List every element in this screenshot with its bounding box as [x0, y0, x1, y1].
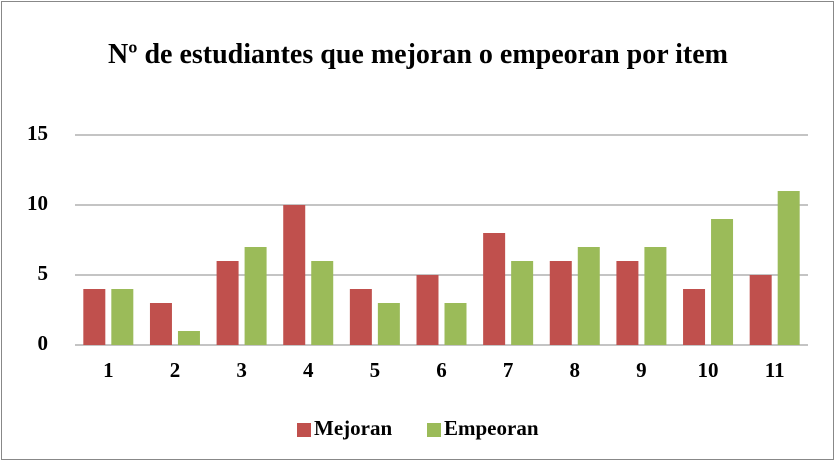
bar — [349, 289, 372, 345]
bar — [283, 205, 306, 345]
bar — [683, 289, 706, 345]
bar — [149, 303, 172, 345]
x-tick-label: 3 — [236, 358, 247, 382]
x-tick-label: 1 — [103, 358, 114, 382]
bar — [377, 303, 400, 345]
bar — [511, 261, 534, 345]
chart-title: Nº de estudiantes que mejoran o empeoran… — [107, 39, 728, 70]
x-tick-label: 5 — [370, 358, 381, 382]
bar — [177, 331, 200, 345]
x-tick-label: 10 — [698, 358, 719, 382]
legend-swatch — [297, 423, 311, 437]
bar — [444, 303, 467, 345]
bar — [111, 289, 134, 345]
legend-swatch — [427, 423, 441, 437]
legend-label: Mejoran — [314, 416, 392, 440]
bar — [749, 275, 772, 345]
x-tick-label: 9 — [636, 358, 647, 382]
x-tick-label: 11 — [765, 358, 785, 382]
x-tick-label: 2 — [170, 358, 181, 382]
bar — [777, 191, 800, 345]
y-tick-label: 10 — [27, 191, 48, 215]
y-tick-label: 0 — [38, 331, 49, 355]
legend-label: Empeoran — [444, 416, 539, 440]
bar — [311, 261, 334, 345]
bar — [483, 233, 506, 345]
y-tick-label: 5 — [38, 261, 49, 285]
bar — [549, 261, 572, 345]
bar — [216, 261, 239, 345]
bar — [83, 289, 106, 345]
y-tick-label: 15 — [27, 121, 48, 145]
x-tick-label: 7 — [503, 358, 514, 382]
bar — [711, 219, 734, 345]
bar — [244, 247, 267, 345]
x-tick-label: 6 — [436, 358, 447, 382]
bar — [577, 247, 600, 345]
x-tick-label: 4 — [303, 358, 314, 382]
x-tick-label: 8 — [570, 358, 581, 382]
bar — [416, 275, 439, 345]
bar — [616, 261, 639, 345]
bar — [644, 247, 667, 345]
